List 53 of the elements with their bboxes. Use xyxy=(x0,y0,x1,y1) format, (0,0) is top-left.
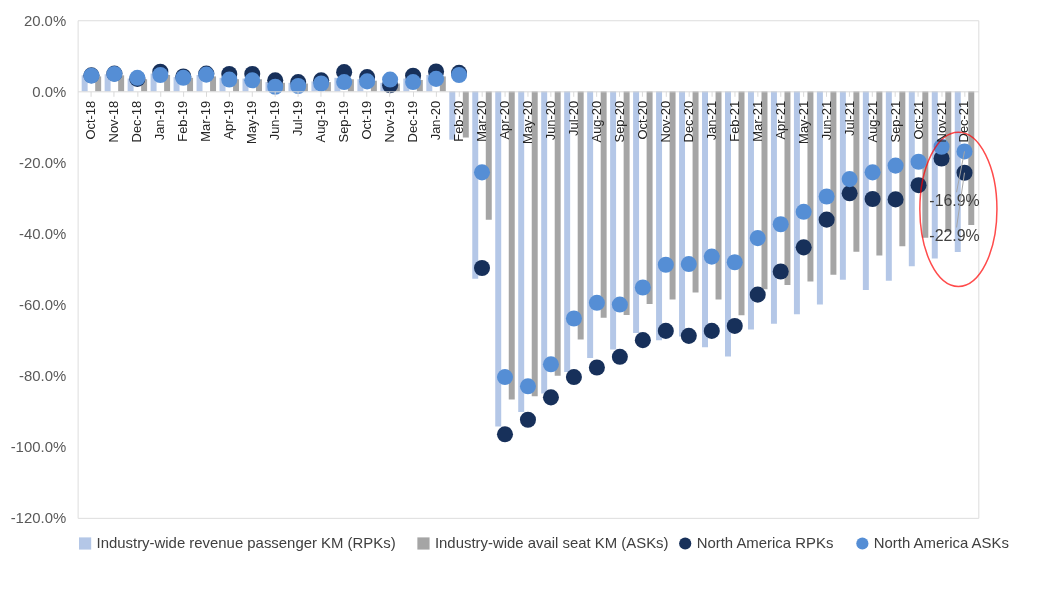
x-tick-label: Aug-20 xyxy=(588,100,604,143)
x-tick-label: Jan-20 xyxy=(428,100,444,141)
x-tick-label: Aug-19 xyxy=(313,100,329,143)
legend-label: North America ASKs xyxy=(873,534,1009,552)
x-tick-label: Jun-20 xyxy=(542,100,558,141)
x-tick-label: Nov-19 xyxy=(382,100,398,143)
y-tick-label: 20.0% xyxy=(23,11,67,29)
y-tick-label: -120.0% xyxy=(10,509,67,527)
y-tick-label: -100.0% xyxy=(10,438,67,456)
x-tick-label: Jun-19 xyxy=(267,100,283,141)
legend-label: Industry-wide avail seat KM (ASKs) xyxy=(434,534,669,552)
x-tick-label: Jul-21 xyxy=(841,100,857,136)
x-tick-label: Jun-21 xyxy=(818,100,834,141)
x-tick-label: Mar-21 xyxy=(749,100,765,142)
x-tick-label: Dec-19 xyxy=(405,100,421,143)
x-tick-label: Jan-19 xyxy=(152,100,168,141)
x-tick-label: Sep-21 xyxy=(887,100,903,143)
annotation: -16.9% xyxy=(929,192,980,210)
legend-label: North America RPKs xyxy=(696,534,834,552)
x-tick-label: Feb-21 xyxy=(726,100,742,142)
x-tick-label: Jan-21 xyxy=(703,100,719,141)
x-tick-label: May-20 xyxy=(519,100,535,144)
x-tick-label: Nov-20 xyxy=(657,100,673,143)
x-tick-label: Oct-21 xyxy=(910,100,926,140)
x-tick-label: Aug-21 xyxy=(864,100,880,143)
x-tick-label: Dec-21 xyxy=(956,100,972,143)
x-tick-label: Mar-20 xyxy=(473,100,489,142)
x-tick-label: Apr-19 xyxy=(221,100,237,140)
x-tick-label: Oct-18 xyxy=(83,100,99,140)
legend-label: Industry-wide revenue passenger KM (RPKs) xyxy=(96,534,396,552)
x-tick-label: Jul-20 xyxy=(565,100,581,136)
x-tick-label: Apr-21 xyxy=(772,100,788,140)
x-tick-label: May-19 xyxy=(244,100,260,144)
x-tick-label: Dec-20 xyxy=(680,100,696,143)
y-tick-label: -40.0% xyxy=(18,224,67,242)
x-tick-label: Dec-18 xyxy=(129,100,145,143)
x-tick-label: Nov-21 xyxy=(933,100,949,143)
x-tick-label: Mar-19 xyxy=(198,100,214,142)
y-tick-label: -60.0% xyxy=(18,296,67,314)
x-tick-label: Jul-19 xyxy=(290,100,306,136)
x-tick-label: Feb-19 xyxy=(175,100,191,142)
x-tick-label: Oct-19 xyxy=(359,100,375,140)
y-tick-label: -20.0% xyxy=(18,153,67,171)
x-tick-label: Feb-20 xyxy=(451,100,467,142)
x-tick-label: Sep-19 xyxy=(336,100,352,143)
y-tick-label: -80.0% xyxy=(18,367,67,385)
x-tick-label: Apr-20 xyxy=(496,100,512,140)
x-tick-label: May-21 xyxy=(795,100,811,144)
annotation: -22.9% xyxy=(929,227,980,245)
x-tick-label: Oct-20 xyxy=(634,100,650,140)
y-tick-label: 0.0% xyxy=(32,82,67,100)
x-tick-label: Nov-18 xyxy=(106,100,122,143)
x-tick-label: Sep-20 xyxy=(611,100,627,143)
